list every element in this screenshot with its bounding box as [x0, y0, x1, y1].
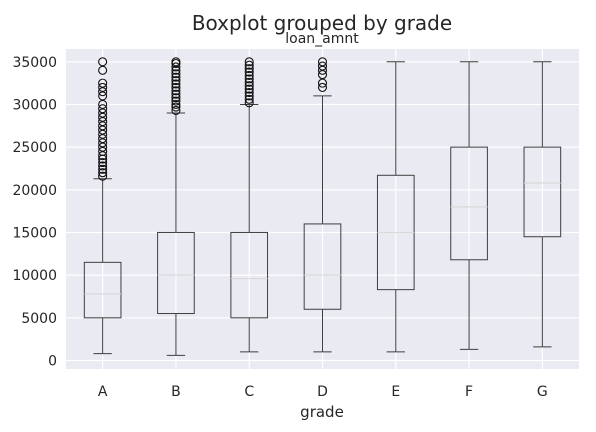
box-G: [523, 61, 562, 348]
outlier-point: [98, 57, 108, 67]
outlier-point: [317, 61, 328, 71]
box-D: [303, 57, 342, 353]
outlier-point: [244, 67, 254, 77]
outlier-point: [244, 81, 254, 91]
outlier-point: [171, 57, 181, 67]
outlier-point: [171, 89, 181, 99]
x-tick-label: F: [465, 384, 473, 400]
y-tick-labels: 0 5000 10000 15000 20000 25000 30000 35000: [12, 55, 57, 370]
outlier-point: [98, 78, 108, 88]
outlier-point: [244, 91, 254, 101]
box-A: [83, 57, 122, 355]
iqr-box: [523, 146, 562, 238]
outlier-point: [317, 82, 328, 92]
outlier-point: [98, 161, 108, 171]
iqr-box: [303, 223, 342, 310]
y-tick-label: 35000: [12, 55, 57, 71]
x-tick-label: E: [391, 384, 400, 400]
x-tick-label: C: [244, 384, 254, 400]
box-B: [157, 57, 195, 356]
outlier-point: [98, 168, 108, 178]
x-tick-label: A: [98, 384, 108, 400]
outlier-point: [244, 94, 254, 104]
y-tick-label: 20000: [12, 183, 57, 199]
outlier-point: [244, 60, 254, 70]
outlier-point: [171, 69, 181, 79]
iqr-box: [157, 231, 195, 315]
y-tick-label: 5000: [21, 311, 57, 327]
outlier-point: [171, 82, 181, 92]
y-tick-label: 25000: [12, 140, 57, 156]
iqr-box: [230, 231, 269, 319]
x-tick-label: B: [171, 384, 181, 400]
outlier-point: [171, 79, 181, 89]
y-tick-label: 10000: [12, 268, 57, 284]
x-tick-label: G: [537, 384, 548, 400]
box-C: [230, 57, 269, 353]
outlier-point: [171, 96, 181, 106]
outlier-point: [98, 82, 108, 92]
outlier-point: [244, 57, 254, 67]
x-axis-label: grade: [300, 403, 344, 421]
outlier-point: [244, 74, 254, 84]
outlier-point: [171, 93, 181, 103]
chart-subtitle: loan_amnt: [285, 31, 359, 47]
outlier-point: [171, 62, 181, 72]
outlier-point: [244, 87, 254, 98]
outlier-point: [171, 105, 181, 115]
boxes: [83, 57, 562, 356]
outlier-point: [244, 70, 254, 81]
outlier-point: [317, 57, 328, 67]
outlier-point: [244, 77, 254, 87]
outlier-point: [98, 157, 108, 168]
outlier-point: [171, 76, 181, 86]
box-F: [450, 61, 488, 350]
outlier-point: [244, 84, 254, 94]
outlier-point: [244, 64, 254, 74]
outlier-point: [171, 99, 181, 110]
x-tick-labels: A B C D E F G: [98, 384, 548, 400]
y-tick-label: 15000: [12, 225, 57, 241]
y-tick-label: 0: [48, 353, 57, 369]
outlier-point: [98, 164, 108, 174]
outlier-point: [171, 102, 181, 112]
iqr-box: [83, 261, 122, 319]
x-tick-label: D: [317, 384, 328, 400]
box-E: [376, 61, 415, 353]
outlier-point: [244, 98, 254, 108]
y-tick-label: 30000: [12, 97, 57, 113]
iqr-box: [450, 146, 488, 261]
outlier-point: [98, 171, 108, 181]
outlier-point: [98, 104, 108, 114]
outlier-point: [171, 86, 181, 96]
chart-title: Boxplot grouped by grade: [192, 11, 452, 35]
outlier-point: [171, 72, 181, 82]
